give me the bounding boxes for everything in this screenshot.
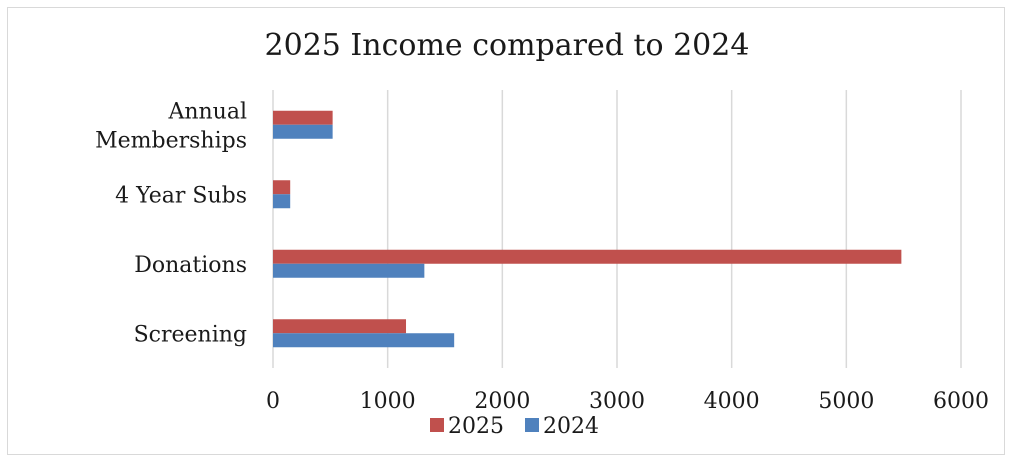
category-label: 4 Year Subs [115,183,247,208]
x-tick-label: 5000 [818,389,874,414]
legend-swatch-2024 [525,418,539,432]
legend-label: 2025 [448,414,504,439]
x-tick-labels: 0 1000 2000 3000 4000 5000 6000 [266,389,989,414]
bar-2025-donations [273,249,902,264]
legend-swatch-2025 [430,418,444,432]
bar-2024-screening [273,333,455,348]
chart-frame [7,7,1005,455]
bar-2024-annual-memberships [273,124,333,139]
legend: 2025 2024 [430,414,599,439]
bars [273,110,902,348]
category-label: Donations [134,253,247,278]
bar-2025-screening [273,319,407,334]
bar-2024-donations [273,263,425,278]
chart-title: 2025 Income compared to 2024 [265,28,750,63]
category-labels: Screening Donations 4 Year Subs Annual Membe… [95,99,247,347]
bar-2025-annual-memberships [273,110,333,125]
x-tick-label: 4000 [704,389,760,414]
category-label: Screening [134,322,247,347]
bar-2025-4-year-subs [273,180,291,195]
x-tick-label: 3000 [589,389,645,414]
x-tick-label: 0 [266,389,280,414]
x-tick-label: 2000 [474,389,530,414]
category-label: Annual [167,99,247,124]
x-tick-label: 6000 [933,389,989,414]
legend-label: 2024 [543,414,599,439]
x-tick-label: 1000 [360,389,416,414]
category-label: Memberships [95,128,247,153]
bar-2024-4-year-subs [273,194,291,209]
